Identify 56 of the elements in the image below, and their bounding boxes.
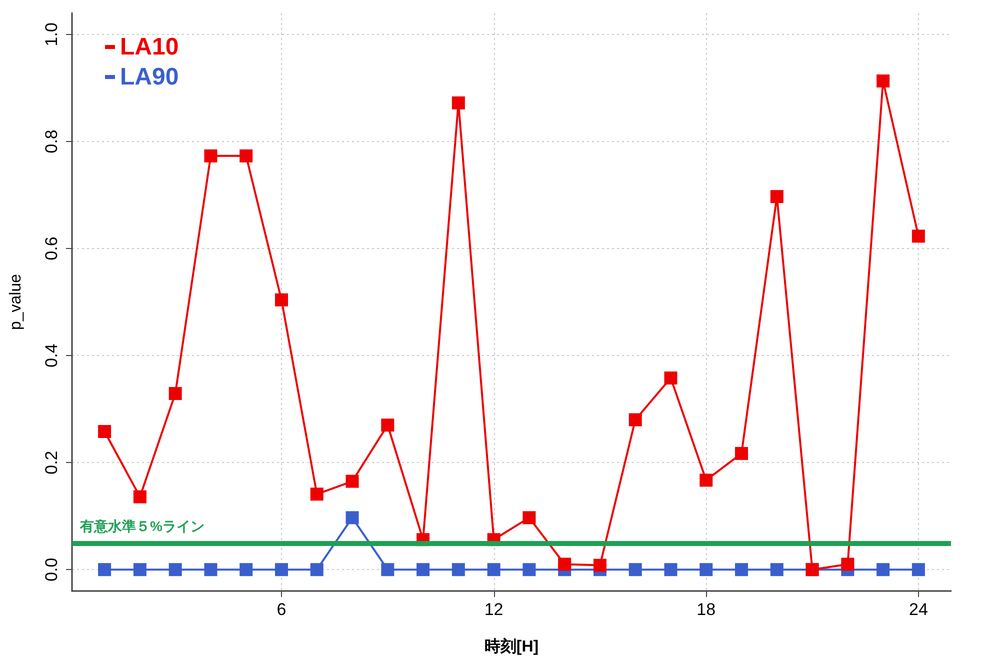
- x-tick-label: 12: [484, 600, 504, 619]
- point: [912, 563, 925, 576]
- point: [628, 563, 642, 576]
- y-tick-label: 0.6: [42, 236, 61, 260]
- point: [841, 558, 854, 571]
- point: [558, 558, 572, 571]
- x-tick-label: 6: [276, 600, 286, 619]
- point: [487, 563, 500, 576]
- point: [522, 511, 536, 524]
- point: [664, 563, 678, 576]
- point: [133, 490, 146, 504]
- point: [240, 149, 253, 162]
- y-tick-label: 0.2: [42, 450, 61, 474]
- x-axis-title: 時刻[H]: [484, 638, 539, 656]
- point: [735, 446, 748, 460]
- point: [735, 563, 748, 576]
- point: [346, 474, 359, 488]
- point: [204, 149, 218, 162]
- point: [452, 563, 465, 576]
- point: [240, 563, 253, 576]
- point: [274, 563, 288, 576]
- point: [98, 563, 112, 576]
- point: [416, 563, 430, 576]
- point: [381, 418, 394, 432]
- point: [274, 293, 288, 306]
- y-axis-title: p_value: [8, 274, 24, 330]
- y-tick-label: 0.0: [42, 558, 61, 582]
- point: [310, 488, 324, 501]
- point: [168, 563, 182, 576]
- y-tick-label: 0.8: [42, 130, 61, 154]
- ref-line-label: 有意水準５%ライン: [79, 518, 204, 534]
- point: [310, 563, 324, 576]
- x-tick-label: 24: [908, 600, 928, 619]
- y-tick-label: 0.4: [42, 344, 61, 368]
- point: [346, 511, 359, 524]
- point: [770, 190, 784, 204]
- point: [628, 413, 642, 426]
- point: [381, 563, 394, 576]
- y-tick-label: 1.0: [42, 22, 61, 46]
- point: [204, 563, 218, 576]
- point: [912, 230, 925, 243]
- point: [876, 74, 890, 88]
- point: [664, 371, 678, 384]
- point: [98, 425, 112, 438]
- point: [770, 563, 784, 576]
- point: [452, 96, 465, 110]
- legend-label: LA90: [120, 64, 179, 90]
- point: [133, 563, 146, 576]
- point: [593, 558, 606, 572]
- x-tick-label: 18: [696, 600, 716, 619]
- point: [522, 563, 536, 576]
- legend-label: LA10: [120, 34, 179, 60]
- point: [168, 387, 182, 400]
- point: [876, 563, 890, 576]
- point: [700, 563, 713, 576]
- point: [700, 474, 713, 487]
